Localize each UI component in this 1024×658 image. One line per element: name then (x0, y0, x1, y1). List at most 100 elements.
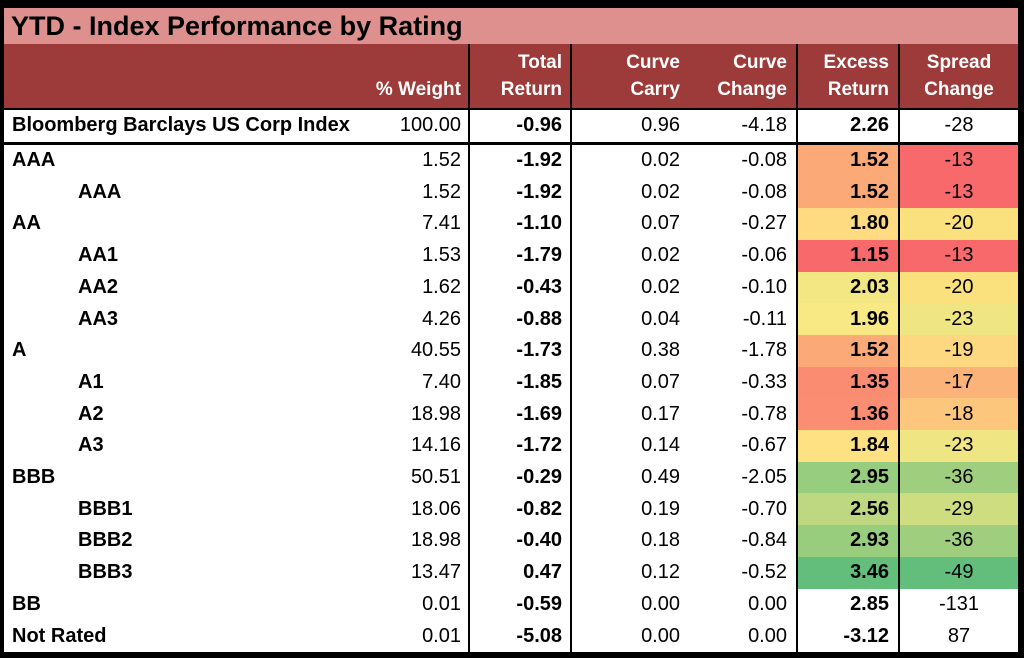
rating-label: AA (12, 212, 41, 235)
curve-carry-value: 0.02 (641, 275, 680, 298)
table-row: AA 7.41 -1.10 0.07 -0.27 1.80 -20 (4, 208, 1018, 240)
spread-change-value: 87 (900, 620, 1018, 652)
total-return-value: -0.82 (468, 493, 572, 526)
curve-carry-value: 0.17 (641, 402, 680, 425)
table-row: BBB2 18.98 -0.40 0.18 -0.84 2.93 -36 (4, 525, 1018, 557)
curve-change-value: -0.27 (741, 212, 787, 235)
weight-value: 1.52 (422, 180, 461, 203)
curve-change-value: 0.00 (748, 624, 787, 647)
total-return-value: 0.47 (468, 556, 572, 589)
header-total-return: Total Return (468, 44, 572, 108)
spread-change-value: -36 (900, 461, 1018, 494)
table-row: AAA 1.52 -1.92 0.02 -0.08 1.52 -13 (4, 144, 1018, 177)
header-curve-carry: Curve Carry (572, 44, 692, 108)
table-row: A 40.55 -1.73 0.38 -1.78 1.52 -19 (4, 334, 1018, 367)
header-change-line1: Curve (733, 52, 787, 73)
curve-change-value: -1.78 (741, 339, 787, 362)
excess-return-value: 1.96 (796, 303, 900, 335)
curve-carry-value: 0.49 (641, 466, 680, 489)
header-total-line2: Return (500, 79, 562, 100)
weight-value: 50.51 (410, 466, 461, 489)
excess-return-value: 2.85 (796, 588, 900, 621)
spread-change-value: -49 (900, 556, 1018, 589)
spread-change-value: -36 (900, 525, 1018, 557)
total-return-value: -0.43 (468, 271, 572, 304)
total-return-value: -0.96 (468, 110, 572, 142)
curve-carry-value: 0.12 (641, 561, 680, 584)
header-carry-line2: Carry (630, 79, 680, 100)
rating-label: A (12, 339, 27, 362)
excess-return-value: -3.12 (796, 620, 900, 652)
header-total-line1: Total (518, 52, 562, 73)
spread-change-value: -13 (900, 239, 1018, 272)
curve-carry-value: 0.02 (641, 244, 680, 267)
weight-value: 18.06 (410, 497, 461, 520)
excess-return-value: 1.52 (796, 176, 900, 209)
header-change-line2: Change (717, 79, 787, 100)
header-weight: % Weight (364, 44, 468, 108)
rating-label: AA2 (78, 275, 119, 298)
total-return-value: -1.85 (468, 366, 572, 399)
table-title-bar: YTD - Index Performance by Rating (4, 8, 1018, 44)
spread-change-value: -20 (900, 271, 1018, 304)
total-return-value: -1.69 (468, 398, 572, 431)
rating-label: AAA (12, 149, 56, 172)
total-return-value: -1.92 (468, 144, 572, 177)
excess-return-value: 1.52 (796, 334, 900, 367)
spread-change-value: -13 (900, 176, 1018, 209)
excess-return-value: 1.15 (796, 239, 900, 272)
rating-label: AAA (78, 180, 122, 203)
rating-label: A1 (78, 370, 104, 393)
table-row: Not Rated 0.01 -5.08 0.00 0.00 -3.12 87 (4, 620, 1018, 652)
rating-label: Bloomberg Barclays US Corp Index (12, 114, 350, 137)
excess-return-value: 2.26 (796, 110, 900, 142)
curve-change-value: -0.78 (741, 402, 787, 425)
excess-return-value: 1.84 (796, 430, 900, 462)
rating-label: BB (12, 592, 41, 615)
spread-change-value: -23 (900, 430, 1018, 462)
curve-carry-value: 0.07 (641, 370, 680, 393)
table-row: BBB3 13.47 0.47 0.12 -0.52 3.46 -49 (4, 556, 1018, 589)
curve-carry-value: 0.02 (641, 180, 680, 203)
rating-label: A2 (78, 402, 104, 425)
curve-change-value: -0.08 (741, 180, 787, 203)
rating-label: BBB2 (78, 529, 133, 552)
table-row: AAA 1.52 -1.92 0.02 -0.08 1.52 -13 (4, 176, 1018, 209)
header-spread-line2: Change (924, 79, 994, 100)
curve-carry-value: 0.07 (641, 212, 680, 235)
weight-value: 13.47 (410, 561, 461, 584)
table-row: BBB1 18.06 -0.82 0.19 -0.70 2.56 -29 (4, 493, 1018, 526)
weight-value: 1.53 (422, 244, 461, 267)
curve-change-value: -2.05 (741, 466, 787, 489)
total-return-value: -5.08 (468, 620, 572, 652)
table-row: BBB 50.51 -0.29 0.49 -2.05 2.95 -36 (4, 461, 1018, 494)
curve-carry-value: 0.00 (641, 592, 680, 615)
curve-carry-value: 0.04 (641, 307, 680, 330)
weight-value: 18.98 (410, 529, 461, 552)
weight-value: 14.16 (410, 434, 461, 457)
spread-change-value: -20 (900, 208, 1018, 240)
excess-return-value: 2.95 (796, 461, 900, 494)
excess-return-value: 1.35 (796, 366, 900, 399)
curve-change-value: -0.70 (741, 497, 787, 520)
spread-change-value: -17 (900, 366, 1018, 399)
curve-carry-value: 0.19 (641, 497, 680, 520)
table-row: AA2 1.62 -0.43 0.02 -0.10 2.03 -20 (4, 271, 1018, 304)
weight-value: 7.40 (422, 370, 461, 393)
spread-change-value: -13 (900, 144, 1018, 177)
header-rating-column (4, 44, 364, 108)
curve-carry-value: 0.02 (641, 149, 680, 172)
excess-return-value: 1.52 (796, 144, 900, 177)
header-curve-change: Curve Change (692, 44, 796, 108)
curve-change-value: -0.11 (742, 307, 787, 330)
curve-change-value: -0.08 (741, 149, 787, 172)
curve-change-value: -0.84 (741, 529, 787, 552)
table-row: BB 0.01 -0.59 0.00 0.00 2.85 -131 (4, 588, 1018, 621)
excess-return-value: 2.93 (796, 525, 900, 557)
total-return-value: -0.40 (468, 525, 572, 557)
spread-change-value: -28 (900, 110, 1018, 142)
total-return-value: -0.59 (468, 588, 572, 621)
total-return-value: -1.79 (468, 239, 572, 272)
rating-label: Not Rated (12, 624, 107, 647)
